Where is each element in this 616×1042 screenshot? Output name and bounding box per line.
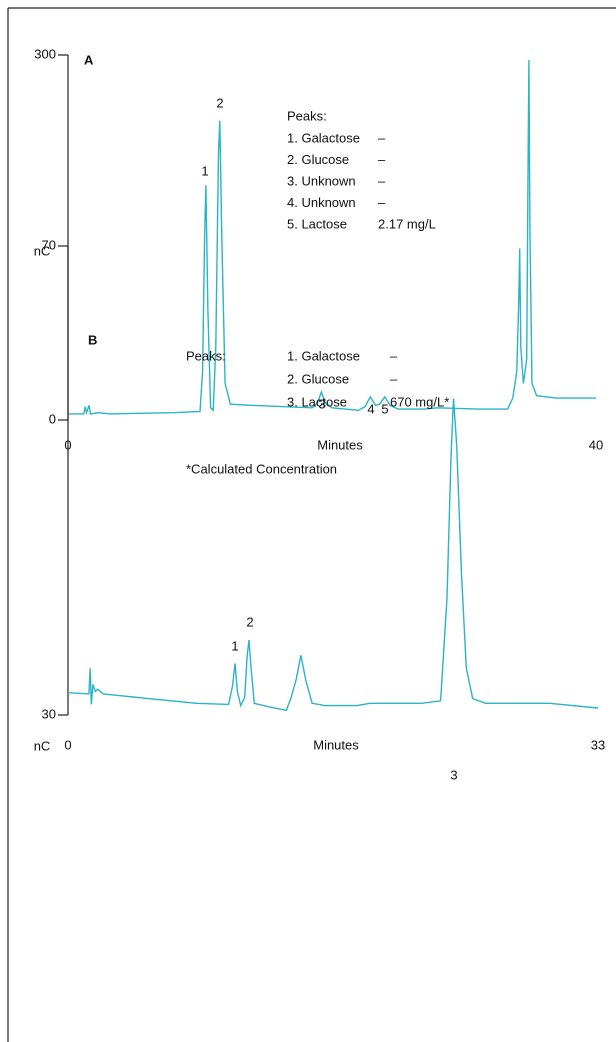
peak-label: 3: [450, 767, 457, 782]
peak-label: 2: [246, 614, 253, 629]
panel-label: B: [88, 332, 97, 347]
peaks-title: Peaks:: [287, 108, 327, 123]
x-axis-label: Minutes: [313, 737, 359, 752]
peak-label: 2: [216, 95, 223, 110]
peak-name: 5. Lactose: [287, 216, 347, 231]
peak-amount: –: [390, 348, 398, 363]
peak-label: 5: [381, 401, 388, 416]
peak-label: 1: [201, 163, 208, 178]
peak-label: 1: [231, 638, 238, 653]
y-tick-label: 0: [49, 411, 56, 426]
peak-name: 2. Glucose: [287, 371, 349, 386]
peak-name: 2. Glucose: [287, 152, 349, 167]
peak-amount: –: [390, 371, 398, 386]
x-tick-label: 33: [591, 737, 605, 752]
peak-amount: –: [378, 152, 386, 167]
y-tick-label: 70: [42, 237, 56, 252]
peak-name: 1. Galactose: [287, 348, 360, 363]
y-tick-label: 300: [34, 46, 56, 61]
x-tick-label: 40: [589, 437, 603, 452]
peak-amount: 670 mg/L*: [390, 394, 449, 409]
y-axis-label: nC: [34, 738, 51, 753]
peak-amount: 2.17 mg/L: [378, 216, 436, 231]
x-axis-label: Minutes: [317, 437, 363, 452]
x-tick-label: 0: [64, 737, 71, 752]
peak-name: 4. Unknown: [287, 195, 356, 210]
note: *Calculated Concentration: [186, 461, 337, 476]
peak-amount: –: [378, 130, 386, 145]
y-tick-label: 30: [42, 706, 56, 721]
peak-name: 3. Unknown: [287, 173, 356, 188]
peak-amount: –: [378, 173, 386, 188]
peak-amount: –: [378, 195, 386, 210]
y-axis-label: nC: [34, 243, 51, 258]
peak-label: 4: [367, 401, 374, 416]
peak-name: 1. Galactose: [287, 130, 360, 145]
peaks-title: Peaks:: [186, 348, 226, 363]
trace: [68, 59, 596, 416]
peak-name: 3. Lactose: [287, 394, 347, 409]
trace: [67, 398, 599, 712]
peak-label: 3: [318, 396, 325, 411]
panel-label: A: [84, 52, 94, 67]
